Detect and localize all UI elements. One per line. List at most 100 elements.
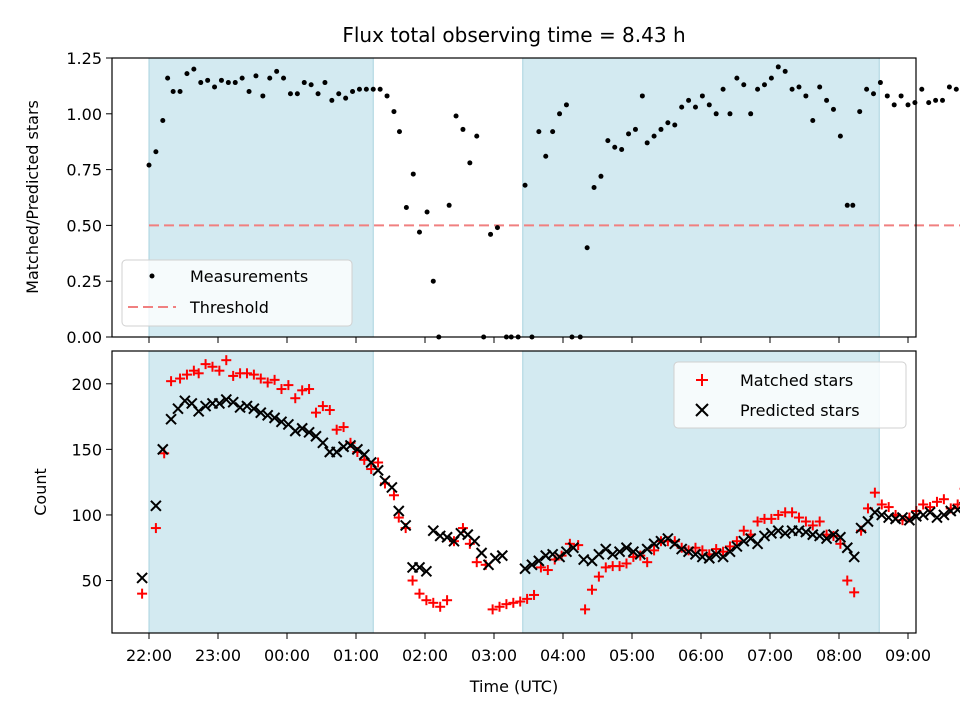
measurement-point — [184, 71, 190, 77]
matched-star-point — [283, 380, 294, 391]
measurement-point — [370, 86, 376, 92]
matched-star-point — [150, 523, 161, 534]
matched-star-point — [388, 490, 399, 501]
predicted-star-point — [827, 528, 840, 541]
measurement-point — [232, 80, 238, 86]
measurement-point — [494, 225, 500, 231]
measurement-point — [598, 173, 604, 179]
x-tick-label: 09:00 — [885, 646, 931, 665]
measurement-point — [315, 91, 321, 97]
bottom-y-tick-label: 200 — [71, 375, 102, 394]
legend-threshold-label: Threshold — [189, 298, 269, 317]
predicted-star-point — [289, 425, 301, 437]
measurement-point — [864, 86, 870, 92]
predicted-star-point — [227, 396, 239, 408]
measurement-point — [377, 86, 383, 92]
predicted-star-point — [344, 439, 357, 452]
predicted-star-point — [951, 503, 960, 516]
predicted-star-point — [717, 551, 729, 563]
x-tick-label: 01:00 — [333, 646, 379, 665]
matched-star-point — [207, 361, 218, 372]
legend-measurements-label: Measurements — [190, 267, 308, 286]
measurement-point — [692, 104, 698, 110]
predicted-star-point — [248, 403, 260, 415]
measurement-point — [160, 117, 166, 123]
measurement-point — [205, 77, 211, 83]
predicted-star-point — [662, 532, 674, 545]
measurement-point — [672, 122, 678, 128]
measurement-point — [706, 102, 712, 108]
measurement-point — [761, 82, 767, 88]
predicted-star-point — [869, 506, 881, 519]
predicted-star-point — [744, 532, 757, 545]
measurement-point — [218, 77, 224, 83]
matched-star-point — [586, 584, 597, 595]
predicted-star-point — [241, 400, 253, 412]
measurement-point — [424, 209, 430, 215]
x-tick-label: 03:00 — [471, 646, 517, 665]
measurement-point — [363, 86, 369, 92]
matched-star-point — [883, 502, 894, 513]
measurement-point — [686, 97, 692, 103]
matched-star-point — [738, 525, 749, 536]
measurement-point — [782, 68, 788, 74]
measurement-point — [837, 133, 843, 139]
measurement-point — [488, 231, 494, 237]
matched-star-point — [487, 604, 498, 615]
measurement-point — [557, 111, 563, 117]
measurement-point — [926, 100, 932, 106]
matched-star-point — [766, 513, 777, 524]
matched-star-point — [228, 370, 239, 381]
legend-measurements-marker — [149, 273, 155, 279]
matched-star-point — [580, 604, 591, 615]
predicted-star-point — [606, 548, 619, 561]
measurement-point — [741, 82, 747, 88]
matched-star-point — [542, 565, 553, 576]
matched-star-point — [181, 369, 192, 380]
measurement-point — [734, 75, 740, 81]
matched-star-point — [649, 545, 660, 556]
measurement-point — [153, 149, 159, 155]
measurement-point — [713, 111, 719, 117]
measurement-point — [591, 184, 597, 190]
top-legend: Measurements Threshold — [121, 259, 353, 327]
top-panel: Flux total observing time = 8.43 h 0.00 0… — [23, 23, 960, 347]
predicted-star-point — [848, 551, 860, 563]
matched-star-point — [593, 571, 604, 582]
predicted-star-point — [560, 545, 573, 558]
predicted-star-point — [136, 572, 148, 584]
measurement-point — [294, 91, 300, 97]
matched-star-point — [614, 561, 625, 572]
matched-star-point — [931, 496, 942, 507]
x-tick-label: 02:00 — [402, 646, 448, 665]
predicted-star-point — [261, 409, 274, 421]
measurement-point — [619, 147, 625, 153]
matched-star-point — [442, 595, 453, 606]
measurement-point — [563, 102, 569, 108]
predicted-star-point — [157, 443, 169, 456]
matched-star-point — [290, 393, 301, 404]
matched-star-point — [925, 502, 936, 513]
matched-star-point — [515, 596, 526, 607]
measurement-point — [644, 140, 650, 146]
bottom-panel: 50 100 150 200 22:00 23:00 00:00 01:00 02:00 03:… — [31, 350, 960, 696]
predicted-star-point — [526, 559, 538, 571]
matched-star-point — [297, 385, 308, 396]
measurement-point — [817, 84, 823, 90]
predicted-star-point — [648, 538, 660, 550]
predicted-star-point — [593, 548, 605, 561]
matched-star-point — [600, 562, 611, 573]
measurement-point — [884, 93, 890, 99]
measurement-point — [198, 80, 204, 86]
matched-star-point — [331, 424, 342, 435]
matched-star-point — [529, 589, 540, 600]
matched-star-point — [421, 595, 432, 606]
measurement-point — [891, 102, 897, 108]
predicted-star-point — [903, 514, 916, 526]
measurement-point — [768, 75, 774, 81]
measurement-point — [410, 171, 416, 177]
predicted-star-point — [150, 500, 162, 512]
matched-star-point — [522, 593, 533, 604]
predicted-star-point — [689, 548, 702, 561]
predicted-star-point — [386, 481, 398, 494]
